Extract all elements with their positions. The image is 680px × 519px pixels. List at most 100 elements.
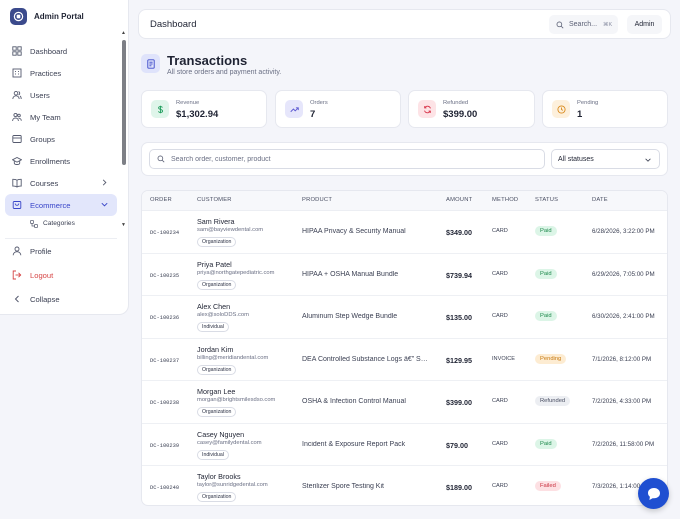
status-badge: Refunded <box>535 396 571 406</box>
page-title: Transactions <box>167 53 248 68</box>
customer-type-badge: Individual <box>197 449 229 460</box>
column-header-date[interactable]: DATE <box>592 197 608 203</box>
table-row[interactable]: DC-100234 Sam Rivera sam@bayviewdental.com… <box>142 211 667 254</box>
customer-type-badge: Organization <box>197 279 237 290</box>
status-badge: Failed <box>535 481 561 491</box>
order-amount: $349.00 <box>446 228 472 237</box>
dollar-icon <box>151 100 169 118</box>
order-search-input[interactable] <box>171 155 531 163</box>
order-amount: $189.00 <box>446 483 472 492</box>
stat-card-revenue: Revenue $1,302.94 <box>141 90 267 128</box>
sidebar-item-practices[interactable]: Practices <box>5 62 117 84</box>
chat-support-button[interactable] <box>638 478 669 509</box>
status-badge: Paid <box>535 438 557 449</box>
table-row[interactable]: DC-100235 Priya Patel priya@northgatepedia… <box>142 254 667 296</box>
sidebar-item-label: Practices <box>30 68 62 78</box>
table-row[interactable]: DC-100239 Casey Nguyen casey@familydental.… <box>142 424 667 466</box>
sidebar-item-logout[interactable]: Logout <box>5 263 117 287</box>
order-id: DC-100234 <box>150 230 180 236</box>
cart-icon <box>12 201 22 209</box>
order-amount: $739.94 <box>446 270 472 280</box>
product-name: Sterilizer Spore Testing Kit <box>302 483 384 490</box>
stat-card-refunded: Refunded $399.00 <box>408 90 535 128</box>
status-filter-value: All statuses <box>558 155 594 163</box>
order-date: 7/2/2026, 4:33:00 PM <box>592 398 652 405</box>
categories-icon <box>30 219 38 228</box>
stat-label: Refunded <box>443 100 469 106</box>
search-shortcut: ⌘K <box>603 21 613 28</box>
team-icon <box>12 112 22 122</box>
table-row[interactable]: DC-100236 Alex Chen alex@soloDDS.com Indivi… <box>142 296 667 339</box>
status-filter-select[interactable]: All statuses <box>551 149 660 169</box>
stat-label: Orders <box>310 100 328 106</box>
brand-title: Admin Portal <box>34 12 84 21</box>
scroll-up-icon[interactable]: ▲ <box>121 30 126 36</box>
sidebar-item-my-team[interactable]: My Team <box>5 106 117 128</box>
sidebar-item-courses[interactable]: Courses <box>5 172 117 194</box>
column-header-customer[interactable]: CUSTOMER <box>197 197 232 203</box>
admin-menu-button[interactable]: Admin <box>627 15 662 34</box>
sidebar-scrollbar[interactable]: ▲ ▼ <box>121 30 126 230</box>
stat-value: $1,302.94 <box>176 109 219 120</box>
column-header-amount[interactable]: AMOUNT <box>446 197 473 203</box>
payment-method: CARD <box>492 440 508 447</box>
brand[interactable]: Admin Portal <box>10 8 84 25</box>
column-header-order[interactable]: ORDER <box>150 197 172 203</box>
sidebar-item-label: Logout <box>30 270 54 280</box>
sidebar-subitem-label: Categories <box>43 220 75 227</box>
sidebar-item-collapse[interactable]: Collapse <box>5 287 117 311</box>
user-icon <box>12 246 22 256</box>
order-date: 6/30/2026, 2:41:00 PM <box>592 313 655 320</box>
logout-icon <box>12 270 22 280</box>
search-label: Search... <box>569 21 598 28</box>
sidebar-item-ecommerce[interactable]: Ecommerce <box>5 194 117 216</box>
product-name: OSHA & Infection Control Manual <box>302 398 406 405</box>
transactions-table: ORDER CUSTOMER PRODUCT AMOUNT METHOD STA… <box>141 190 668 506</box>
payment-method: CARD <box>492 228 508 234</box>
table-row[interactable]: DC-100238 Morgan Lee morgan@brightsmilesds… <box>142 381 667 424</box>
column-header-status[interactable]: STATUS <box>535 197 559 203</box>
receipt-icon <box>141 54 160 73</box>
sidebar-item-enrollments[interactable]: Enrollments <box>5 150 117 172</box>
scroll-down-icon[interactable]: ▼ <box>121 222 126 228</box>
sidebar-item-profile[interactable]: Profile <box>5 239 117 263</box>
payment-method: CARD <box>492 483 508 489</box>
scrollbar-thumb[interactable] <box>122 40 126 165</box>
customer-type-badge: Organization <box>197 237 237 247</box>
column-header-product[interactable]: PRODUCT <box>302 197 333 203</box>
stat-label: Pending <box>577 100 599 106</box>
product-name: HIPAA + OSHA Manual Bundle <box>302 270 399 278</box>
customer-name: Priya Patel <box>197 259 232 269</box>
customer-name: Alex Chen <box>197 302 231 311</box>
order-id: DC-100235 <box>150 272 180 279</box>
sidebar-item-label: Collapse <box>30 294 60 304</box>
sidebar-item-label: Enrollments <box>30 156 71 166</box>
sidebar-bottom: Profile Logout Collapse <box>5 238 117 311</box>
product-name: HIPAA Privacy & Security Manual <box>302 228 406 235</box>
sidebar-item-label: My Team <box>30 112 61 122</box>
stat-label: Revenue <box>176 100 200 106</box>
sidebar-item-label: Courses <box>30 178 59 188</box>
sidebar-item-groups[interactable]: Groups <box>5 128 117 150</box>
users-icon <box>12 90 22 100</box>
customer-name: Sam Rivera <box>197 217 235 226</box>
order-search-field[interactable] <box>149 149 545 169</box>
table-row[interactable]: DC-100240 Taylor Brooks taylor@sunridgeden… <box>142 466 667 505</box>
column-header-method[interactable]: METHOD <box>492 197 519 203</box>
sidebar-item-dashboard[interactable]: Dashboard <box>5 40 117 62</box>
status-badge: Paid <box>535 311 557 321</box>
order-id: DC-100237 <box>150 357 180 364</box>
sidebar-item-users[interactable]: Users <box>5 84 117 106</box>
customer-email: alex@soloDDS.com <box>197 312 249 318</box>
refund-icon <box>418 100 436 118</box>
global-search-button[interactable]: Search... ⌘K <box>549 15 618 34</box>
customer-type-badge: Organization <box>197 407 237 417</box>
order-date: 7/2/2026, 11:58:00 PM <box>592 440 655 448</box>
book-icon <box>12 178 22 188</box>
customer-name: Jordan Kim <box>197 344 234 354</box>
sidebar-item-label: Profile <box>30 246 52 256</box>
sidebar-subitem-categories[interactable]: Categories <box>5 216 117 231</box>
table-row[interactable]: DC-100237 Jordan Kim billing@meridiandenta… <box>142 339 667 381</box>
chat-icon <box>647 487 660 500</box>
search-icon <box>556 21 564 28</box>
